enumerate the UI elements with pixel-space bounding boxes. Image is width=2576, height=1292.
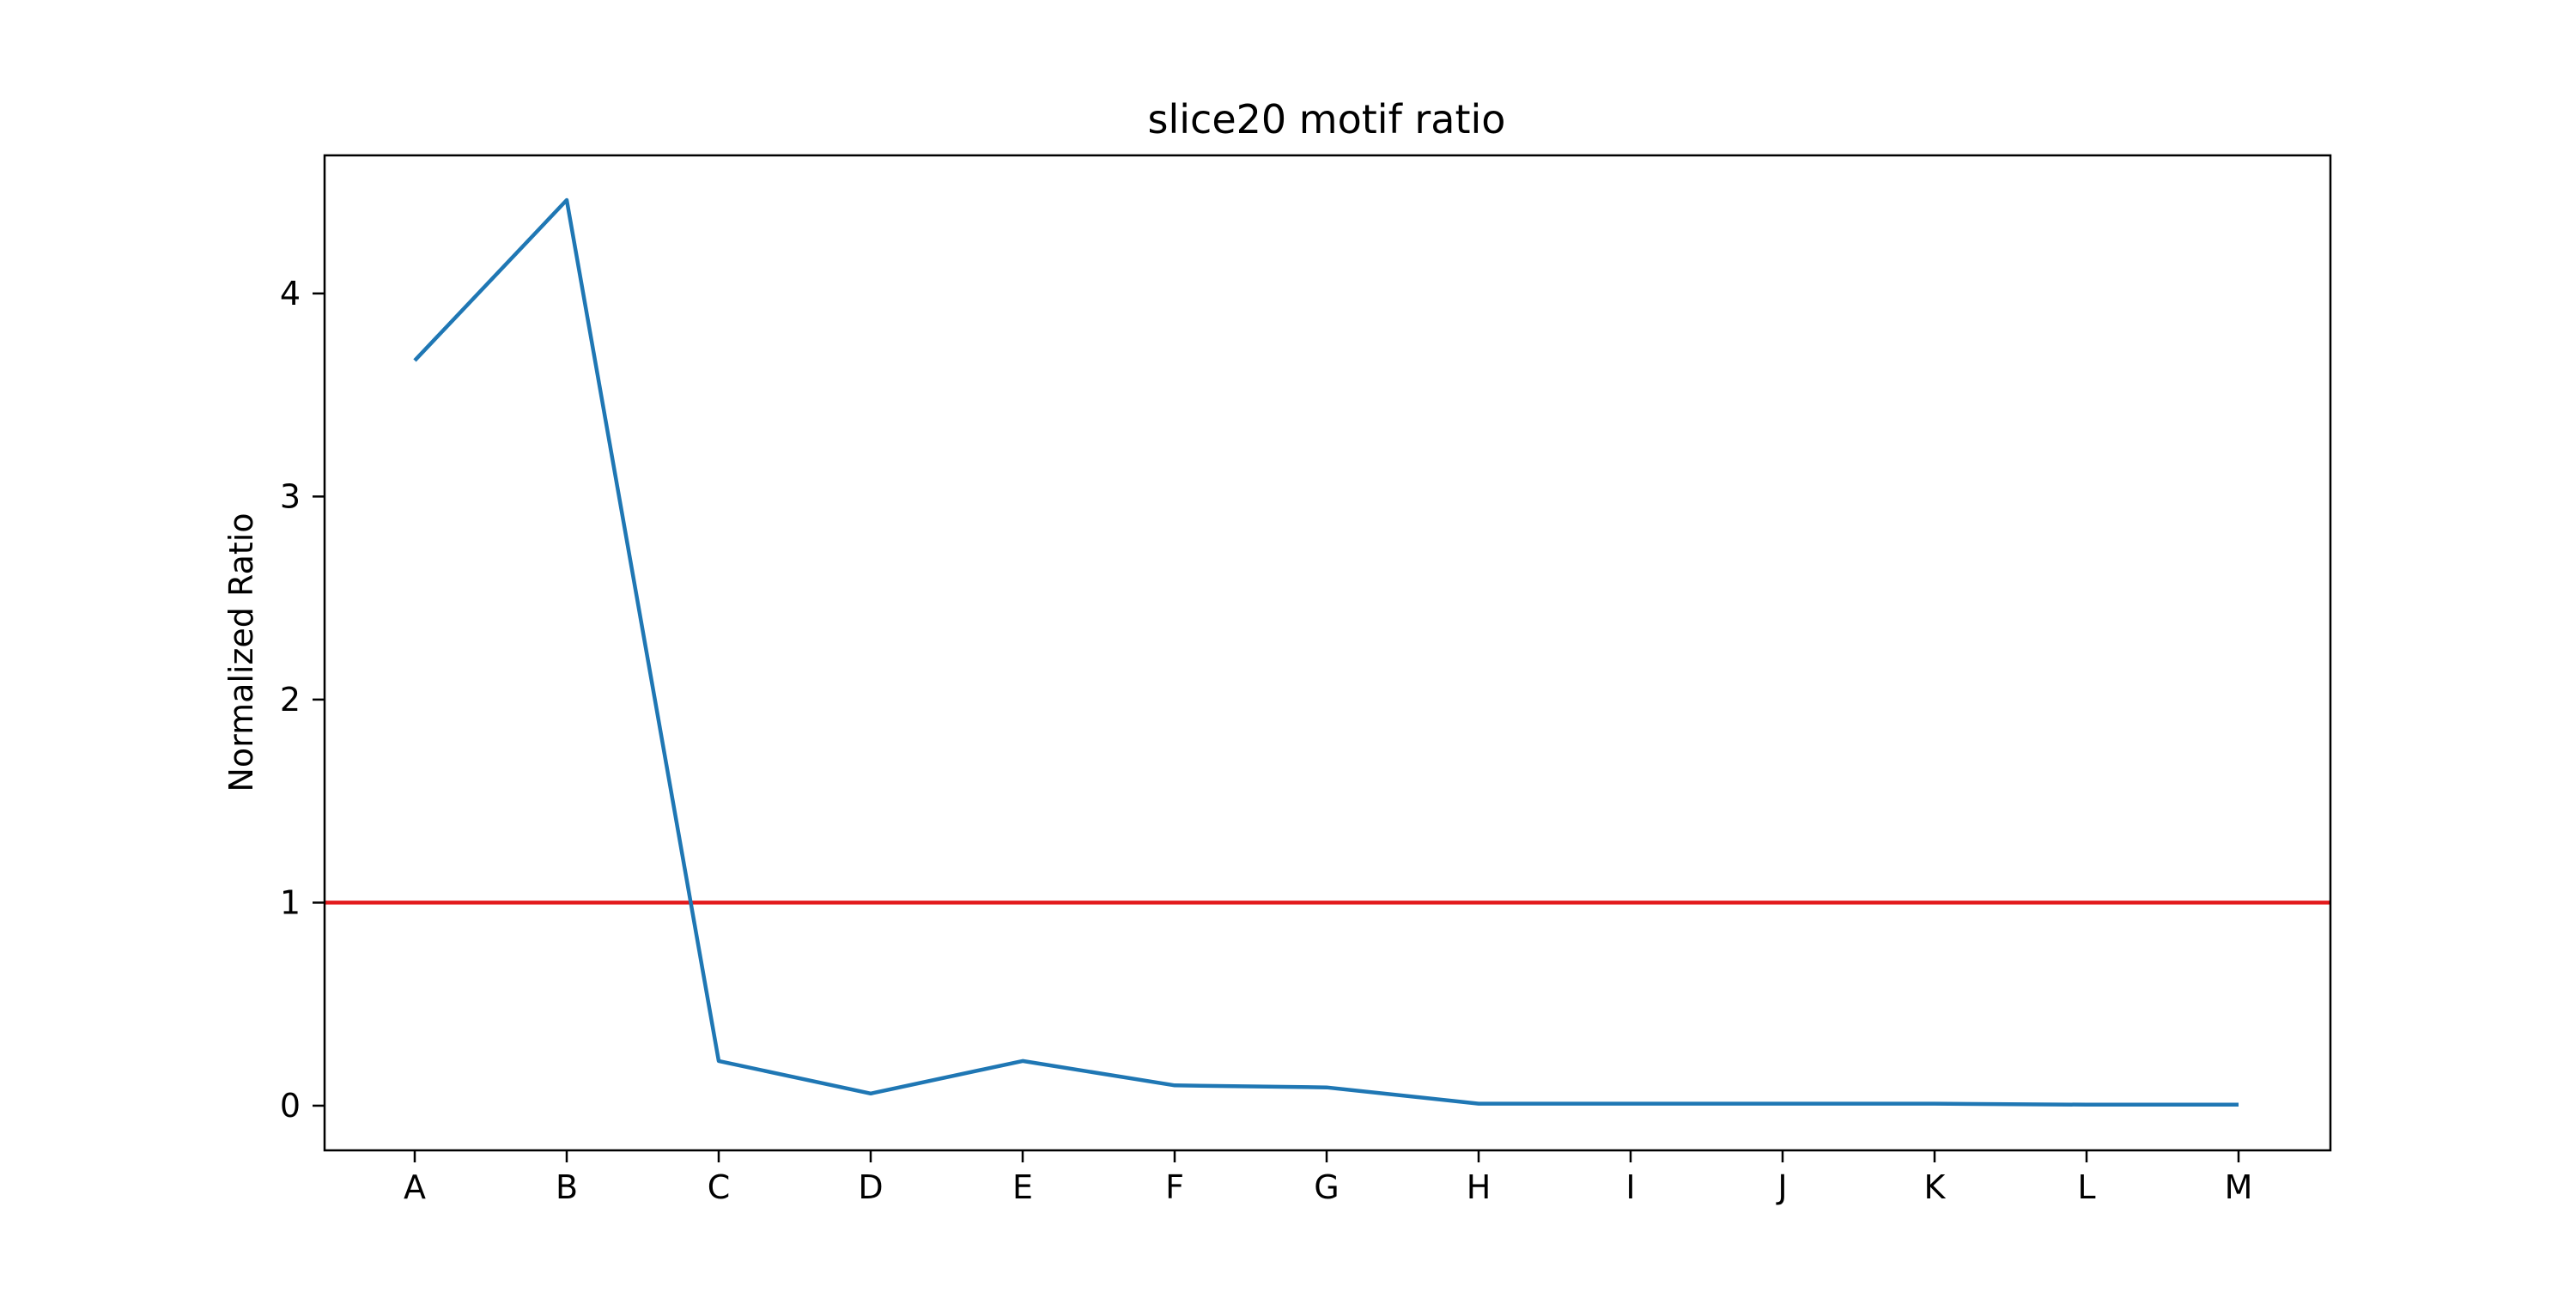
x-tick-label-i: I (1625, 1168, 1635, 1206)
x-tick-label-j: J (1776, 1168, 1787, 1206)
x-tick-label-b: B (556, 1168, 578, 1206)
x-tick-label-a: A (404, 1168, 426, 1206)
x-tick-label-h: H (1467, 1168, 1492, 1206)
x-tick-label-d: D (858, 1168, 883, 1206)
x-tick-label-k: K (1924, 1168, 1947, 1206)
y-tick-label-0: 0 (280, 1087, 301, 1125)
x-tick-label-g: G (1314, 1168, 1339, 1206)
y-tick-label-1: 1 (280, 883, 301, 921)
y-tick-label-3: 3 (280, 477, 301, 515)
plot-axes: A B C D E F G H I J K L M 0 1 2 3 4 (280, 275, 2253, 1206)
plot-marks (325, 200, 2330, 1105)
y-tick-label-2: 2 (280, 681, 301, 719)
series-line-0 (415, 200, 2239, 1105)
plot-frame (325, 155, 2330, 1150)
x-tick-label-e: E (1012, 1168, 1033, 1206)
x-tick-label-m: M (2225, 1168, 2253, 1206)
x-tick-label-f: F (1165, 1168, 1184, 1206)
y-axis-title: Normalized Ratio (222, 513, 260, 792)
x-tick-label-c: C (708, 1168, 731, 1206)
chart-title: slice20 motif ratio (1148, 96, 1506, 143)
y-tick-label-4: 4 (280, 275, 301, 312)
x-tick-label-l: L (2077, 1168, 2095, 1206)
